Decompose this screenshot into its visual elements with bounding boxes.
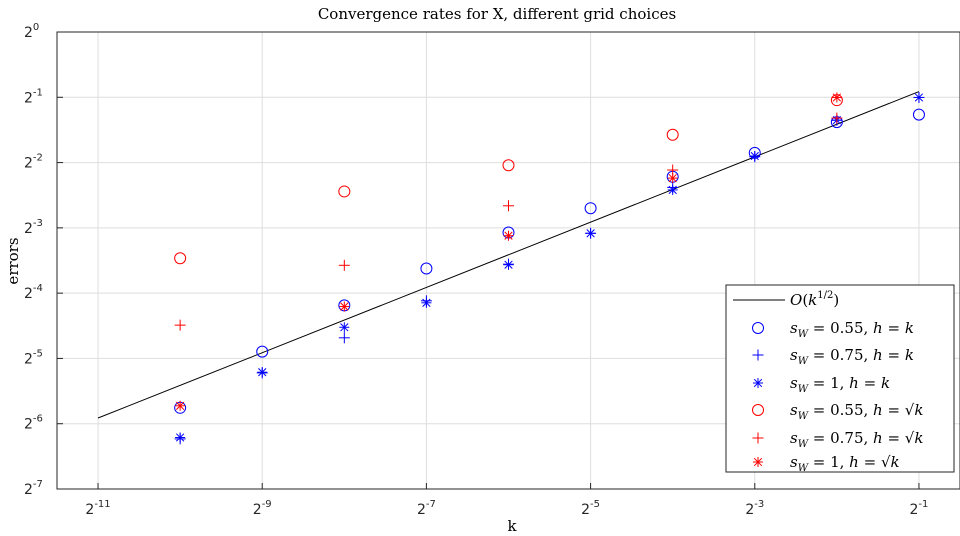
data-point [338, 332, 350, 344]
legend-entry-6: sW = 1, h = √k [790, 453, 900, 474]
legend: O(k1/2) sW = 0.55, h = k sW = 0.75, h = k s… [725, 284, 955, 474]
y-axis-label: errors [4, 237, 22, 284]
data-point [175, 400, 186, 411]
legend-entry-3: sW = 1, h = k [790, 374, 890, 395]
legend-entry-4: sW = 0.55, h = √k [790, 401, 923, 422]
data-point [584, 202, 597, 215]
y-tick-label: 2-4 [24, 283, 43, 302]
series-6 [175, 92, 842, 411]
legend-swatch [752, 404, 764, 416]
data-point [339, 322, 350, 333]
data-point [831, 112, 843, 124]
data-point [912, 108, 925, 121]
data-point [256, 345, 269, 358]
data-point [174, 319, 186, 331]
x-tick-label: 2-9 [253, 499, 272, 518]
data-point [338, 185, 351, 198]
legend-swatch [752, 432, 764, 444]
x-tick-label: 2-1 [910, 499, 929, 518]
data-point [503, 200, 514, 212]
data-point [339, 301, 350, 312]
legend-swatch [753, 457, 763, 467]
y-tick-label: 2-5 [24, 348, 43, 367]
data-point [503, 230, 514, 241]
y-tick-label: 2-6 [24, 414, 43, 433]
legend-entry-1: sW = 0.55, h = k [790, 319, 914, 340]
y-tick-label: 20 [24, 22, 39, 41]
plot-frame [56, 31, 960, 490]
data-point [421, 297, 432, 308]
x-tick-label: 2-7 [417, 499, 436, 518]
data-point [503, 259, 514, 270]
data-point [502, 159, 515, 172]
data-point [257, 367, 268, 378]
x-tick-label: 2-11 [85, 499, 110, 518]
y-tick-label: 2-7 [24, 479, 43, 498]
data-point [831, 92, 842, 103]
y-tick-label: 2-1 [24, 87, 43, 106]
reference-line-path [97, 91, 920, 419]
y-tick-label: 2-3 [24, 218, 43, 237]
series-3 [175, 92, 924, 443]
legend-entry-2: sW = 0.75, h = k [790, 346, 914, 367]
legend-box [725, 284, 955, 473]
data-point [338, 259, 350, 271]
x-tick-label: 2-3 [745, 499, 764, 518]
data-points [174, 91, 925, 445]
data-point [585, 228, 596, 239]
data-point [174, 252, 187, 265]
data-point [420, 262, 433, 275]
chart-title: Convergence rates for X, different grid … [318, 5, 676, 23]
data-point [175, 432, 186, 443]
legend-entry-reference: O(k1/2) [790, 290, 839, 309]
y-tick-label: 2-2 [24, 153, 43, 172]
reference-line [97, 91, 920, 419]
x-tick-label: 2-5 [581, 499, 600, 518]
data-point [666, 128, 679, 141]
axis-ticks: 2-11 2-9 2-7 2-5 2-3 2-1 20 2-1 2-2 2-3 2-4 2-5 2-6 2… [24, 22, 928, 518]
legend-swatch [753, 378, 763, 388]
x-axis-label: k [507, 517, 517, 535]
legend-entry-5: sW = 0.75, h = √k [790, 429, 923, 450]
legend-swatch [752, 322, 764, 334]
legend-swatch [752, 349, 764, 361]
series-5 [174, 112, 843, 331]
data-point [749, 151, 760, 162]
data-point [913, 92, 924, 103]
data-point [667, 184, 678, 195]
data-point [667, 173, 678, 184]
